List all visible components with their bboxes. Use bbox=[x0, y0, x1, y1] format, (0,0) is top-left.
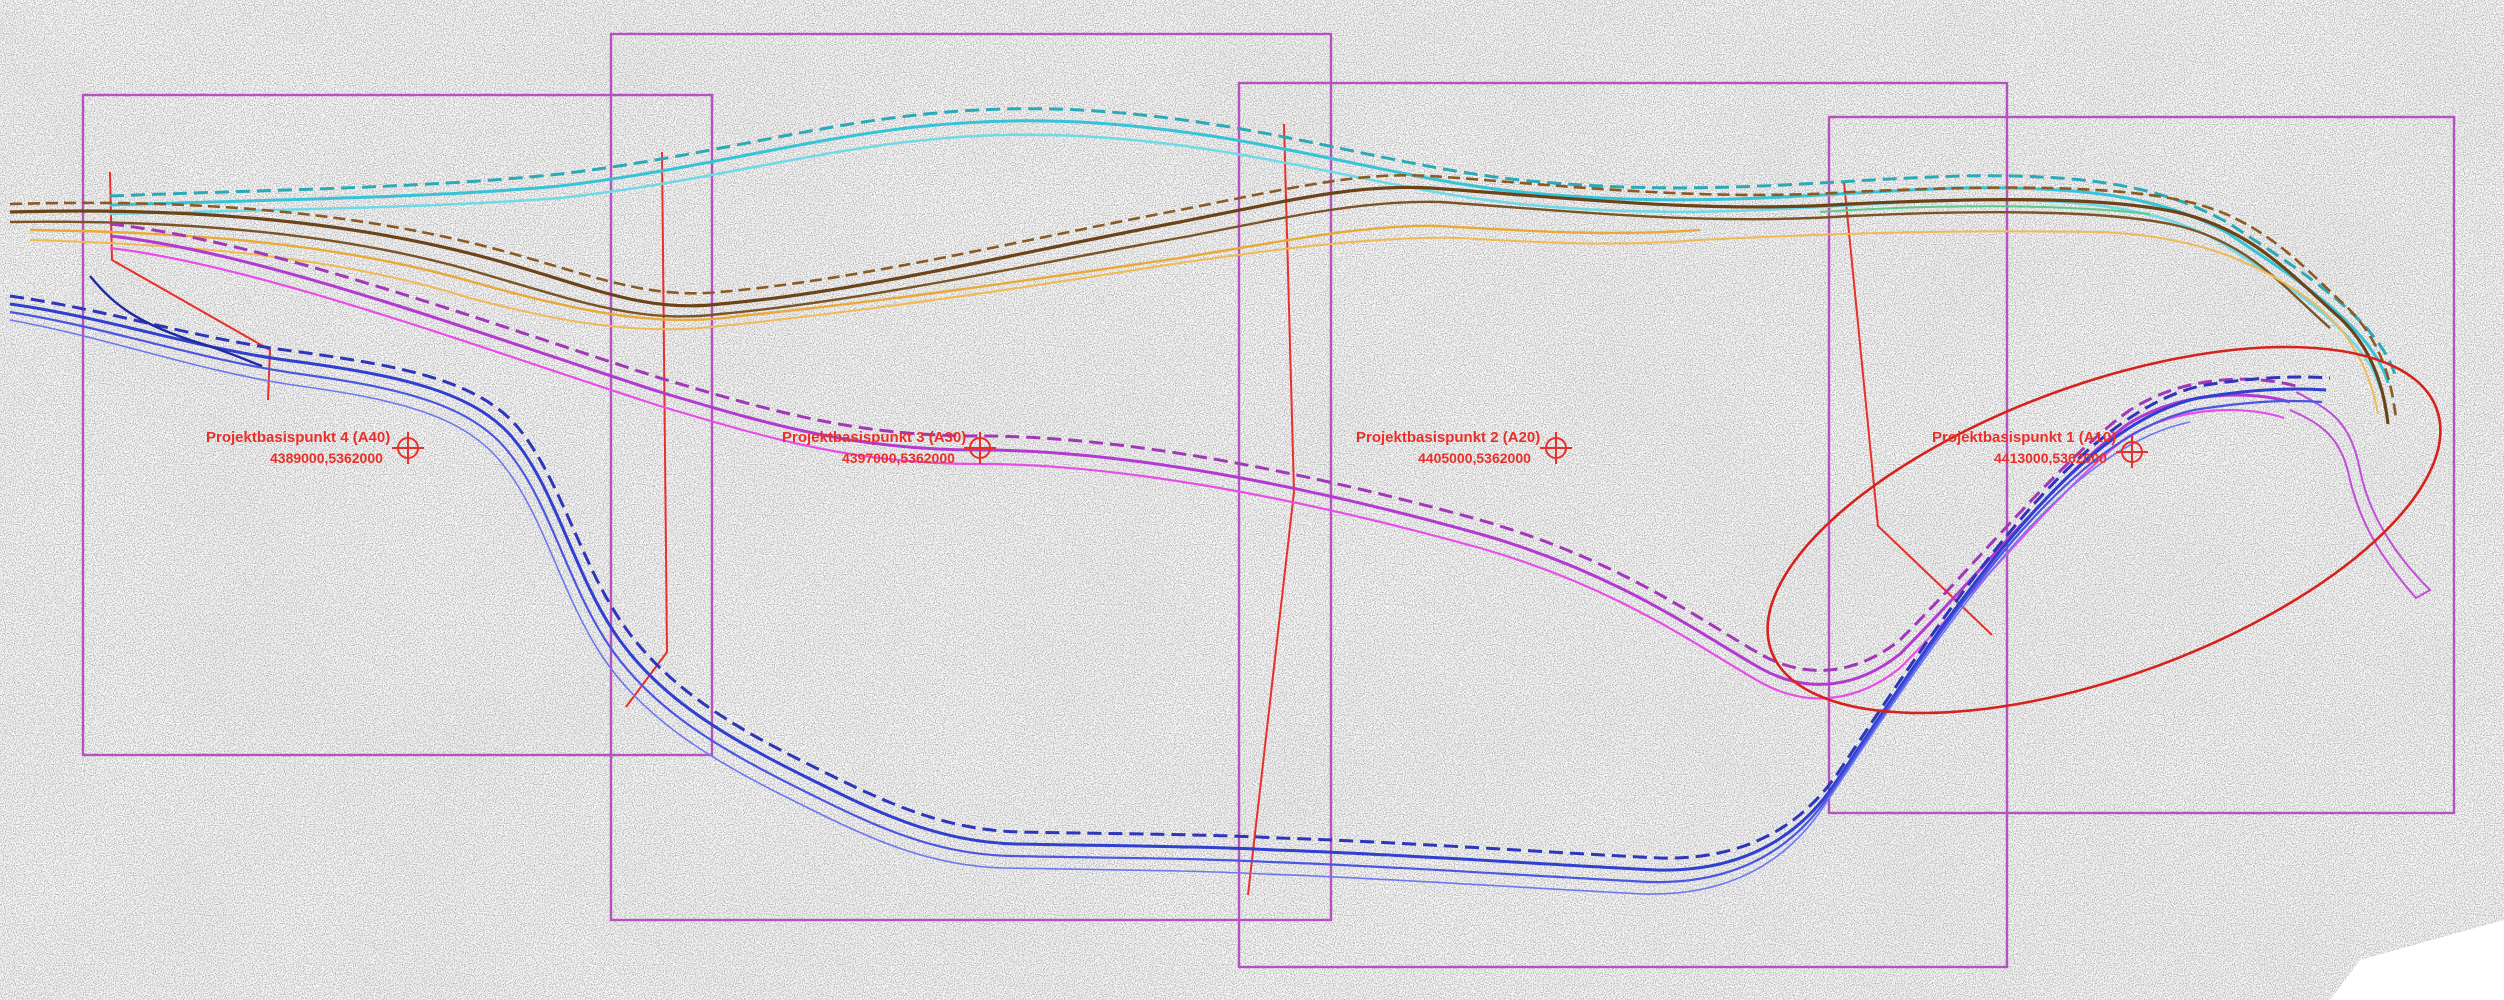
route-magenta-spur bbox=[2289, 391, 2432, 600]
route-blue-spur bbox=[89, 275, 263, 368]
route-magenta-line-2 bbox=[109, 246, 2285, 700]
route-blue-line-2 bbox=[9, 310, 2323, 884]
section-frame-a40[interactable] bbox=[81, 93, 714, 757]
route-orange-2 bbox=[29, 230, 2379, 415]
base-point-a20-coords: 4405000,5362000 bbox=[1418, 450, 1531, 466]
route-cyan-outer-dashed bbox=[109, 107, 2398, 379]
route-brown-dashed bbox=[9, 174, 2398, 421]
route-brown-main-2 bbox=[9, 200, 2331, 329]
highlight-ellipse[interactable] bbox=[1721, 272, 2486, 789]
base-point-a10[interactable]: Projektbasispunkt 1 (A10) 4413000,536200… bbox=[1932, 429, 2148, 468]
cross-section-line-3[interactable] bbox=[1247, 123, 1296, 896]
section-frame-a30[interactable] bbox=[609, 32, 1333, 922]
section-frame-a10[interactable] bbox=[1827, 115, 2456, 815]
base-point-a30[interactable]: Projektbasispunkt 3 (A30) 4397000,536200… bbox=[782, 429, 996, 466]
crosshair-icon bbox=[964, 432, 996, 464]
base-point-a40-coords: 4389000,5362000 bbox=[270, 450, 383, 466]
base-point-a20-name: Projektbasispunkt 2 (A20) bbox=[1356, 429, 1540, 446]
base-point-a30-name: Projektbasispunkt 3 (A30) bbox=[782, 429, 966, 446]
route-green-thin bbox=[1819, 205, 2151, 215]
base-point-a30-coords: 4397000,5362000 bbox=[842, 450, 955, 466]
map-edge-mask bbox=[2330, 920, 2504, 1000]
base-point-a40-name: Projektbasispunkt 4 (A40) bbox=[206, 429, 390, 446]
crosshair-icon bbox=[2116, 436, 2148, 468]
route-blue-line-3 bbox=[9, 319, 2191, 895]
cross-section-line-1[interactable] bbox=[109, 171, 272, 401]
route-magenta-dashed bbox=[109, 222, 2297, 672]
base-point-a10-coords: 4413000,5362000 bbox=[1994, 450, 2107, 466]
route-blue[interactable] bbox=[9, 275, 2331, 895]
crosshair-icon bbox=[392, 432, 424, 464]
crosshair-icon bbox=[1540, 432, 1572, 464]
base-point-a10-name: Projektbasispunkt 1 (A10) bbox=[1932, 429, 2116, 446]
section-frames bbox=[81, 32, 2456, 969]
route-brown-main-1 bbox=[9, 185, 2390, 425]
base-point-a20[interactable]: Projektbasispunkt 2 (A20) 4405000,536200… bbox=[1356, 429, 1572, 466]
route-blue-dashed bbox=[9, 294, 2331, 860]
base-point-a40[interactable]: Projektbasispunkt 4 (A40) 4389000,536200… bbox=[206, 429, 424, 466]
route-brown-bundle[interactable] bbox=[9, 174, 2398, 425]
route-orange-1 bbox=[29, 224, 1701, 322]
route-blue-line-1 bbox=[9, 302, 2327, 872]
